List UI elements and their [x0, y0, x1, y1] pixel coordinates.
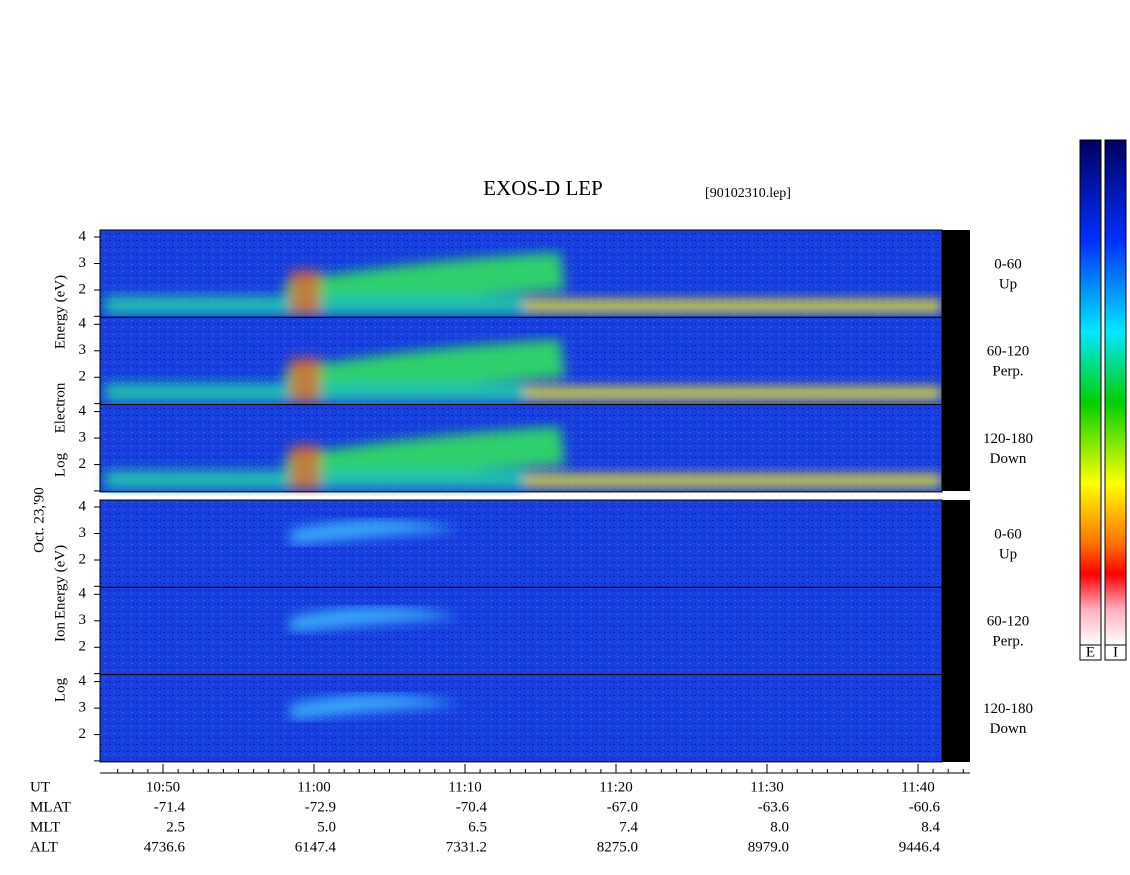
feature — [285, 426, 565, 480]
feature — [290, 694, 460, 720]
y-tick-label: 4 — [79, 586, 87, 602]
y-tick-label: 4 — [79, 228, 87, 244]
colorbar — [1079, 139, 1102, 646]
row-value: 7.4 — [619, 819, 638, 835]
spectrogram-features — [105, 426, 942, 490]
direction-label: Perp. — [992, 364, 1023, 380]
y-tick-label: 4 — [79, 316, 87, 332]
y-tick-label: 3 — [79, 612, 87, 628]
feature — [285, 339, 565, 393]
row-value: 11:30 — [750, 779, 784, 795]
feature — [290, 520, 460, 545]
feature — [520, 300, 942, 312]
pitch-angle-label: 0-60 — [994, 256, 1022, 272]
spectrogram-features — [105, 252, 942, 315]
row-value: 10:50 — [146, 779, 180, 795]
feature — [290, 357, 320, 403]
y-tick-label: 3 — [79, 525, 87, 541]
row-name: MLAT — [30, 799, 71, 815]
y-tick-label: 4 — [79, 498, 87, 514]
direction-label: Down — [990, 721, 1027, 737]
y-tick-label: 3 — [79, 255, 87, 271]
row-value: 8.0 — [770, 819, 789, 835]
y-axis-label: Ion — [52, 622, 68, 642]
direction-label: Perp. — [992, 634, 1023, 650]
pitch-angle-label: 120-180 — [983, 701, 1033, 717]
row-name: UT — [30, 779, 50, 795]
feature — [290, 270, 320, 315]
y-axis-label: Energy (eV) — [52, 275, 68, 349]
y-axis-label: Electron — [52, 382, 68, 433]
row-value: 4736.6 — [144, 839, 186, 855]
colorbar-label: E — [1086, 644, 1095, 660]
row-value: 2.5 — [166, 819, 185, 835]
y-axis-label: Energy (eV) — [52, 545, 68, 619]
colorbar — [1104, 139, 1127, 646]
spectrogram-features — [290, 607, 460, 633]
pitch-angle-label: 60-120 — [987, 344, 1030, 360]
row-value: 11:20 — [599, 779, 633, 795]
y-tick-label: 2 — [79, 369, 87, 385]
y-tick-label: 2 — [79, 456, 87, 472]
row-name: MLT — [30, 819, 60, 835]
colorbar-label: I — [1113, 644, 1118, 660]
row-value: -60.6 — [909, 799, 941, 815]
spectrogram-panel — [100, 500, 942, 588]
y-tick-label: 2 — [79, 551, 87, 567]
direction-label: Up — [999, 276, 1017, 292]
feature — [290, 444, 320, 490]
row-value: 7331.2 — [446, 839, 487, 855]
y-axis-label: Log — [52, 452, 68, 477]
y-tick-label: 3 — [79, 342, 87, 358]
y-tick-label: 4 — [79, 673, 87, 689]
pitch-angle-label: 60-120 — [987, 614, 1030, 630]
file-label: [90102310.lep] — [705, 186, 791, 201]
no-data-strip — [942, 500, 970, 762]
row-value: 11:00 — [297, 779, 331, 795]
spectrogram-features — [105, 339, 942, 403]
row-value: -72.9 — [305, 799, 336, 815]
colorbar-label-box — [1104, 644, 1127, 661]
row-value: 6.5 — [468, 819, 487, 835]
title: EXOS-D LEP — [483, 176, 603, 200]
colorbar-label-box — [1079, 644, 1102, 661]
feature — [520, 387, 942, 400]
row-value: 6147.4 — [295, 839, 337, 855]
row-value: -67.0 — [607, 799, 638, 815]
row-value: 8.4 — [921, 819, 940, 835]
row-value: 8979.0 — [748, 839, 789, 855]
row-value: 5.0 — [317, 819, 336, 835]
row-value: 11:40 — [901, 779, 935, 795]
row-value: 11:10 — [448, 779, 482, 795]
feature — [290, 607, 460, 633]
spectrogram-panel — [100, 674, 942, 762]
y-tick-label: 2 — [79, 281, 87, 297]
spectrogram-panel — [100, 587, 942, 675]
direction-label: Up — [999, 546, 1017, 562]
y-tick-label: 4 — [79, 403, 87, 419]
spectrogram-features — [290, 520, 460, 545]
direction-label: Down — [990, 451, 1027, 467]
date-label: Oct. 23,'90 — [31, 487, 47, 553]
y-axis-label: Log — [52, 677, 68, 702]
pitch-angle-label: 120-180 — [983, 431, 1033, 447]
row-value: 8275.0 — [597, 839, 638, 855]
y-tick-label: 2 — [79, 726, 87, 742]
row-value: 9446.4 — [899, 839, 941, 855]
feature — [520, 474, 942, 487]
feature — [285, 252, 565, 305]
spectrogram-features — [290, 694, 460, 720]
row-name: ALT — [30, 839, 58, 855]
pitch-angle-label: 0-60 — [994, 526, 1022, 542]
y-tick-label: 3 — [79, 700, 87, 716]
y-tick-label: 2 — [79, 639, 87, 655]
row-value: -63.6 — [758, 799, 790, 815]
y-tick-label: 3 — [79, 430, 87, 446]
row-value: -70.4 — [456, 799, 488, 815]
no-data-strip — [942, 230, 970, 491]
row-value: -71.4 — [154, 799, 186, 815]
